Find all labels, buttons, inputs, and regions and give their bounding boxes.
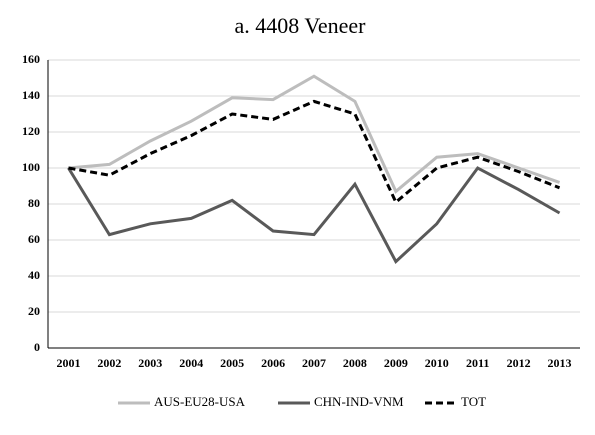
y-tick-label: 60 xyxy=(28,232,40,246)
y-tick-label: 140 xyxy=(22,88,40,102)
series-line xyxy=(68,74,561,194)
y-tick-label: 120 xyxy=(22,124,40,138)
x-tick-label: 2002 xyxy=(97,356,121,370)
y-tick-label: 20 xyxy=(28,304,40,318)
x-tick-label: 2005 xyxy=(220,356,244,370)
x-tick-label: 2003 xyxy=(138,356,162,370)
x-tick-label: 2008 xyxy=(343,356,367,370)
x-tick-label: 2013 xyxy=(548,356,572,370)
x-tick-label: 2012 xyxy=(507,356,531,370)
x-tick-label: 2009 xyxy=(384,356,408,370)
legend-label: TOT xyxy=(461,394,486,409)
x-tick-label: 2001 xyxy=(56,356,80,370)
y-tick-label: 80 xyxy=(28,196,40,210)
y-tick-label: 100 xyxy=(22,160,40,174)
y-tick-label: 0 xyxy=(34,340,40,354)
x-tick-label: 2011 xyxy=(466,356,489,370)
y-tick-label: 40 xyxy=(28,268,40,282)
chart-title: a. 4408 Veneer xyxy=(235,13,367,38)
x-tick-label: 2010 xyxy=(425,356,449,370)
series-line xyxy=(68,99,561,205)
legend-label: CHN-IND-VNM xyxy=(314,394,404,409)
x-tick-label: 2006 xyxy=(261,356,285,370)
legend-label: AUS-EU28-USA xyxy=(154,394,246,409)
x-tick-label: 2004 xyxy=(179,356,203,370)
y-tick-label: 160 xyxy=(22,52,40,66)
series-line xyxy=(67,166,561,265)
x-tick-label: 2007 xyxy=(302,356,326,370)
